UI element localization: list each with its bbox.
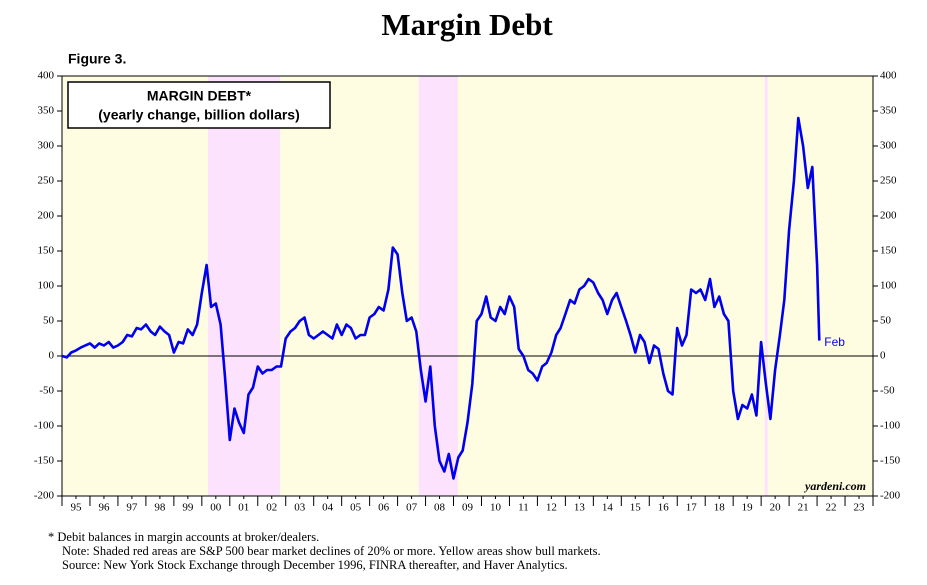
- box-title: MARGIN DEBT*: [147, 88, 252, 104]
- y-tick-label: 150: [38, 245, 55, 257]
- x-tick-label: 16: [658, 502, 670, 514]
- x-tick-label: 00: [210, 502, 222, 514]
- y-tick-label: -50: [39, 385, 54, 397]
- y-tick-label: -50: [880, 385, 895, 397]
- y-tick-label: -200: [34, 490, 55, 502]
- y-tick-label: 200: [38, 210, 55, 222]
- x-tick-label: 11: [518, 502, 529, 514]
- y-tick-label: 50: [43, 315, 55, 327]
- y-tick-label: -100: [34, 420, 55, 432]
- shaded-band: [418, 76, 458, 496]
- x-tick-label: 05: [350, 502, 362, 514]
- figure-label: Figure 3.: [68, 51, 126, 67]
- x-tick-label: 21: [798, 502, 809, 514]
- end-label: Feb: [824, 335, 845, 349]
- shaded-band: [764, 76, 768, 496]
- footnote: * Debit balances in margin accounts at b…: [48, 530, 319, 544]
- x-tick-label: 14: [602, 502, 614, 514]
- shaded-band: [767, 76, 873, 496]
- y-tick-label: -150: [880, 455, 901, 467]
- x-tick-label: 02: [266, 502, 277, 514]
- x-tick-label: 20: [770, 502, 782, 514]
- shaded-band: [62, 76, 208, 496]
- x-tick-label: 95: [70, 502, 82, 514]
- y-tick-label: 250: [880, 175, 897, 187]
- y-tick-label: 300: [38, 140, 55, 152]
- x-tick-label: 06: [378, 502, 390, 514]
- x-tick-label: 97: [126, 502, 138, 514]
- x-tick-label: 15: [630, 502, 642, 514]
- chart-title: Margin Debt: [381, 7, 553, 42]
- x-tick-label: 18: [714, 502, 726, 514]
- y-tick-label: 350: [38, 105, 55, 117]
- y-tick-label: -100: [880, 420, 901, 432]
- y-tick-label: 50: [880, 315, 892, 327]
- x-tick-label: 96: [98, 502, 110, 514]
- x-tick-label: 17: [686, 502, 698, 514]
- footnote: Source: New York Stock Exchange through …: [62, 558, 568, 572]
- x-tick-label: 01: [238, 502, 249, 514]
- x-tick-label: 23: [854, 502, 866, 514]
- x-tick-label: 08: [434, 502, 446, 514]
- x-tick-label: 07: [406, 502, 418, 514]
- y-tick-label: 100: [38, 280, 55, 292]
- source-label: yardeni.com: [803, 479, 866, 493]
- x-tick-label: 22: [826, 502, 837, 514]
- x-tick-label: 10: [490, 502, 502, 514]
- box-subtitle: (yearly change, billion dollars): [98, 107, 300, 123]
- x-tick-label: 98: [154, 502, 166, 514]
- y-tick-label: 100: [880, 280, 897, 292]
- x-tick-label: 12: [546, 502, 557, 514]
- y-tick-label: 200: [880, 210, 897, 222]
- shaded-band: [457, 76, 765, 496]
- data-line: [61, 116, 821, 480]
- y-tick-label: 150: [880, 245, 897, 257]
- shaded-band: [280, 76, 419, 496]
- y-tick-label: 0: [880, 350, 886, 362]
- x-tick-label: 04: [322, 502, 334, 514]
- y-tick-label: 400: [38, 70, 55, 82]
- x-tick-label: 03: [294, 502, 306, 514]
- y-tick-label: 250: [38, 175, 55, 187]
- y-tick-label: -150: [34, 455, 55, 467]
- y-tick-label: 400: [880, 70, 897, 82]
- footnote: Note: Shaded red areas are S&P 500 bear …: [62, 544, 601, 558]
- y-tick-label: -200: [880, 490, 901, 502]
- legend-box: [67, 81, 331, 129]
- y-tick-label: 0: [49, 350, 55, 362]
- x-tick-label: 19: [742, 502, 754, 514]
- y-tick-label: 300: [880, 140, 897, 152]
- y-tick-label: 350: [880, 105, 897, 117]
- x-tick-label: 13: [574, 502, 586, 514]
- x-tick-label: 99: [182, 502, 194, 514]
- x-tick-label: 09: [462, 502, 474, 514]
